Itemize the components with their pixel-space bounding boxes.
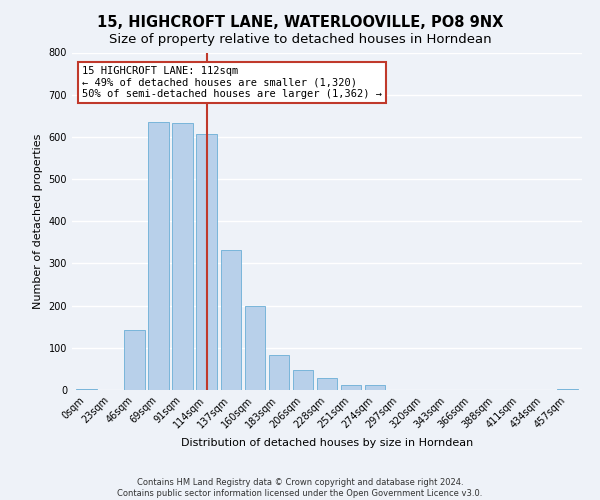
Bar [245,306,265,390]
Y-axis label: Number of detached properties: Number of detached properties [33,134,43,309]
Text: Size of property relative to detached houses in Horndean: Size of property relative to detached ho… [109,32,491,46]
X-axis label: Distribution of detached houses by size in Horndean: Distribution of detached houses by size … [181,438,473,448]
Bar [221,250,241,390]
Text: Contains HM Land Registry data © Crown copyright and database right 2024.
Contai: Contains HM Land Registry data © Crown c… [118,478,482,498]
Bar [76,388,97,390]
Bar [196,134,217,390]
Text: 15, HIGHCROFT LANE, WATERLOOVILLE, PO8 9NX: 15, HIGHCROFT LANE, WATERLOOVILLE, PO8 9… [97,15,503,30]
Bar [269,355,289,390]
Bar [341,385,361,390]
Bar [557,388,578,390]
Bar [293,370,313,390]
Bar [365,385,385,390]
Bar [124,330,145,390]
Bar [317,378,337,390]
Bar [148,122,169,390]
Text: 15 HIGHCROFT LANE: 112sqm
← 49% of detached houses are smaller (1,320)
50% of se: 15 HIGHCROFT LANE: 112sqm ← 49% of detac… [82,66,382,99]
Bar [172,123,193,390]
